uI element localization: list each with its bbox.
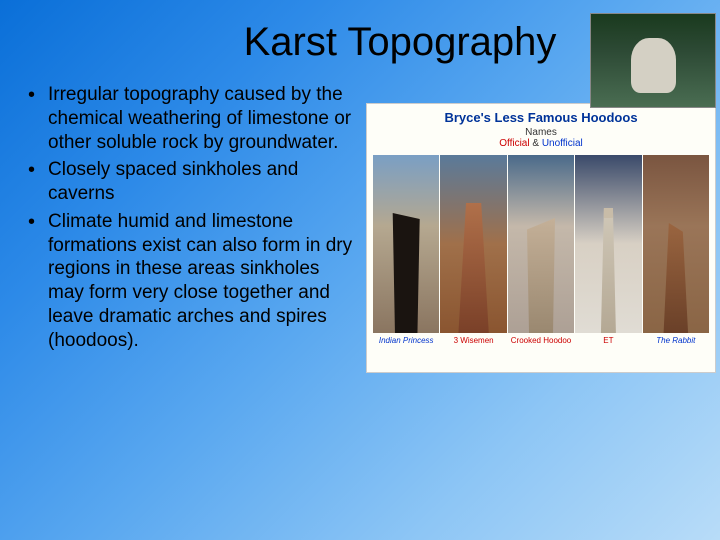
hoodoo-image [440, 155, 506, 333]
chart-sub-and: & [532, 138, 539, 149]
hoodoo-image [575, 155, 641, 333]
hoodoo-panel: 3 Wisemen [440, 155, 506, 345]
slide: Karst Topography Irregular topography ca… [0, 0, 720, 540]
hoodoo-image [643, 155, 709, 333]
bullet-item: Climate humid and limestone formations e… [24, 210, 354, 353]
bullet-item: Irregular topography caused by the chemi… [24, 83, 354, 154]
chart-subtitle: Names Official & Unofficial [373, 127, 709, 149]
hoodoo-label: The Rabbit [643, 333, 709, 345]
hoodoo-row: Indian Princess 3 Wisemen Crooked Hoodoo… [373, 155, 709, 345]
hoodoo-panel: ET [575, 155, 641, 345]
chart-sub-names: Names [525, 127, 557, 138]
hoodoo-label: ET [575, 333, 641, 345]
hoodoo-panel: The Rabbit [643, 155, 709, 345]
hoodoo-label: Crooked Hoodoo [508, 333, 574, 345]
chart-sub-unofficial: Unofficial [542, 138, 583, 149]
hoodoo-label: 3 Wisemen [440, 333, 506, 345]
hoodoo-label: Indian Princess [373, 333, 439, 345]
hoodoo-panel: Indian Princess [373, 155, 439, 345]
bullet-list: Irregular topography caused by the chemi… [24, 83, 354, 373]
chart-title: Bryce's Less Famous Hoodoos [373, 110, 709, 125]
bullet-item: Closely spaced sinkholes and caverns [24, 158, 354, 206]
hoodoo-panel: Crooked Hoodoo [508, 155, 574, 345]
hoodoo-image [373, 155, 439, 333]
hoodoo-photo [590, 13, 716, 108]
content-area: Irregular topography caused by the chemi… [24, 83, 696, 373]
image-column: Bryce's Less Famous Hoodoos Names Offici… [366, 83, 716, 373]
chart-sub-official: Official [499, 138, 529, 149]
hoodoo-chart: Bryce's Less Famous Hoodoos Names Offici… [366, 103, 716, 373]
hoodoo-image [508, 155, 574, 333]
